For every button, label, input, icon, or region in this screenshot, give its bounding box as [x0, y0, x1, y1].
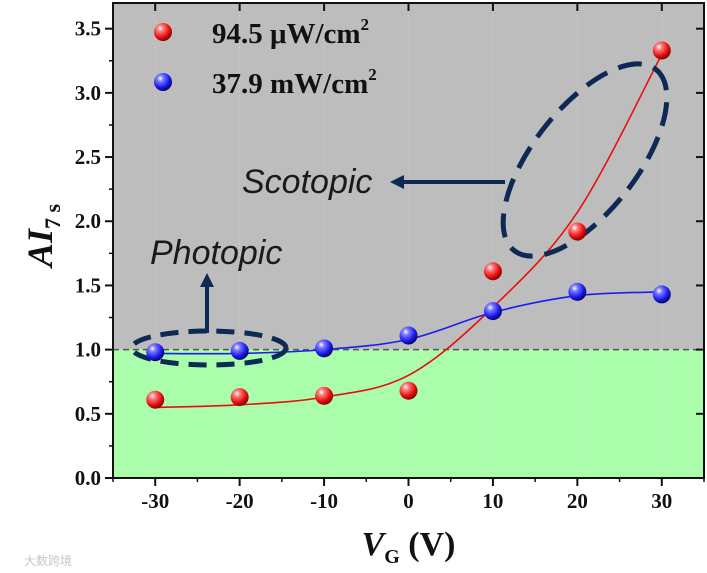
scotopic-label: Scotopic — [242, 163, 372, 201]
y-tick-label: 2.5 — [75, 145, 101, 169]
data-point-blue — [315, 339, 334, 358]
data-point-red — [315, 386, 334, 405]
annotations: Scotopic Photopic — [129, 61, 670, 368]
data-points — [146, 41, 671, 409]
data-point-blue — [146, 343, 165, 362]
y-tick-label: 1.0 — [75, 338, 101, 362]
data-point-red — [652, 41, 671, 60]
data-point-red — [146, 390, 165, 409]
legend-marker-red — [154, 23, 172, 41]
x-tick-label: 30 — [651, 489, 672, 513]
legend-marker-blue — [154, 73, 172, 91]
legend-label-red-sup: 2 — [361, 15, 370, 34]
y-tick-label: 0.0 — [75, 466, 101, 490]
y-tick-label: 0.5 — [75, 402, 101, 426]
x-axis-title-unit: (V) — [400, 526, 456, 563]
data-point-red — [568, 222, 587, 241]
x-tick-label: 10 — [482, 489, 503, 513]
x-axis-title: VG (V) — [362, 526, 456, 568]
photopic-ellipse — [129, 328, 289, 368]
axis-ticks — [105, 3, 705, 486]
data-point-red — [230, 388, 249, 407]
scotopic-ellipse — [500, 61, 670, 259]
y-tick-label: 3.0 — [75, 81, 101, 105]
x-tick-label: 20 — [567, 489, 588, 513]
legend-label-blue: 37.9 mW/cm2 — [212, 65, 377, 100]
y-tick-label: 2.0 — [75, 209, 101, 233]
x-tick-label: -20 — [226, 489, 254, 513]
x-tick-label: -30 — [141, 489, 169, 513]
photopic-arrowhead — [200, 273, 214, 287]
data-point-red — [399, 381, 418, 400]
data-point-blue — [230, 341, 249, 360]
watermark: 大数跨境 — [24, 553, 72, 568]
x-tick-label: -10 — [310, 489, 338, 513]
y-axis-title: AI7 s — [20, 204, 65, 270]
x-axis-title-main: V — [362, 526, 387, 563]
legend-label-blue-main: 37.9 mW/cm — [212, 68, 368, 100]
y-axis-title-sub: 7 s — [40, 204, 65, 230]
legend-label-red-main: 94.5 μW/cm — [212, 18, 361, 50]
data-point-blue — [483, 302, 502, 321]
data-point-blue — [568, 282, 587, 301]
data-point-blue — [652, 285, 671, 304]
legend-label-red: 94.5 μW/cm2 — [212, 15, 369, 50]
photopic-label: Photopic — [150, 234, 282, 272]
y-tick-label: 3.5 — [75, 17, 101, 41]
photopic-region-background — [113, 349, 704, 478]
data-point-red — [483, 262, 502, 281]
legend-label-blue-sup: 2 — [368, 65, 377, 84]
scotopic-arrowhead — [390, 175, 404, 189]
x-tick-label: 0 — [403, 489, 414, 513]
y-tick-label: 1.5 — [75, 273, 101, 297]
scotopic-region-background — [113, 3, 704, 350]
y-tick-labels: 0.0 0.5 1.0 1.5 2.0 2.5 3.0 3.5 — [75, 17, 101, 490]
x-tick-labels: -30 -20 -10 0 10 20 30 — [141, 489, 672, 513]
x-axis-title-sub: G — [384, 546, 400, 568]
data-point-blue — [399, 326, 418, 345]
y-axis-title-main: AI — [20, 227, 60, 269]
legend: 94.5 μW/cm2 37.9 mW/cm2 — [154, 15, 377, 100]
